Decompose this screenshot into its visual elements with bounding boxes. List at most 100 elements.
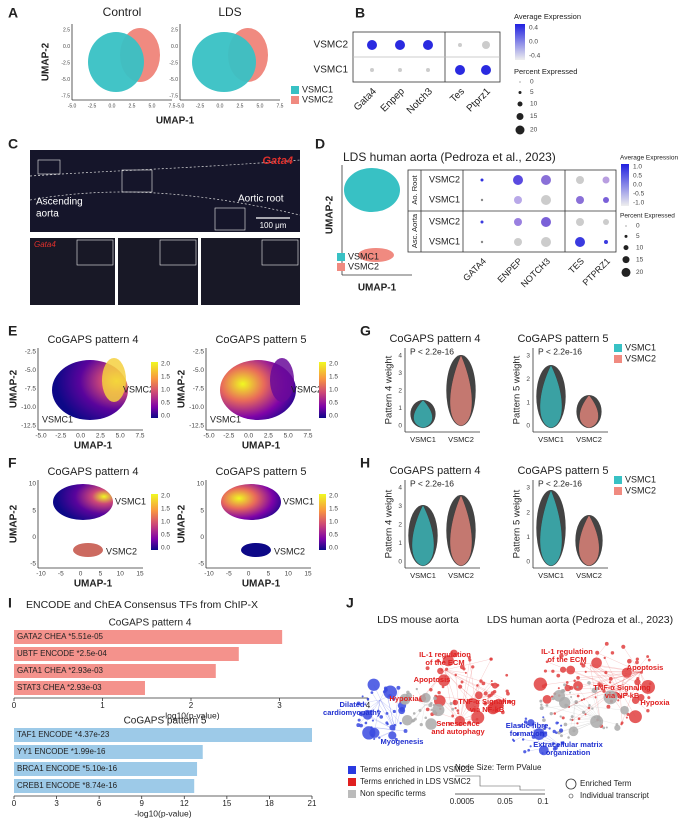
node xyxy=(543,724,547,728)
violin xyxy=(449,494,473,567)
column-label: Notch3 xyxy=(405,86,435,116)
y-tick-label: -2.5 xyxy=(25,349,37,356)
region-label: Aortic root xyxy=(238,194,284,205)
size-scale xyxy=(455,775,545,791)
p-value: P < 2.2e-16 xyxy=(538,478,582,488)
legend-label: VSMC1 xyxy=(625,342,656,352)
node xyxy=(608,676,613,681)
plot-title: CoGAPS pattern 5 xyxy=(215,334,306,346)
x-tick-label: 5.0 xyxy=(284,433,293,440)
edge xyxy=(597,652,641,673)
size-label: 15 xyxy=(530,113,538,120)
edge xyxy=(610,671,641,679)
tissue-boundary xyxy=(29,159,301,216)
edge xyxy=(435,696,476,701)
node xyxy=(636,688,640,691)
colorbar-label: 1.0 xyxy=(329,519,338,526)
inset-box xyxy=(121,169,153,193)
inset-box xyxy=(37,159,61,175)
x-tick-label: 5.0 xyxy=(116,433,125,440)
node xyxy=(450,649,458,658)
node xyxy=(401,696,405,701)
node xyxy=(551,669,555,673)
node xyxy=(487,702,499,715)
node xyxy=(433,696,437,701)
edge xyxy=(573,704,576,731)
y-tick-label: -5.0 xyxy=(25,367,37,374)
node xyxy=(471,665,475,669)
node xyxy=(364,703,367,706)
plot-title: Control xyxy=(103,5,142,19)
colorbar xyxy=(515,24,525,60)
y-tick-label: -7.5 xyxy=(169,93,178,99)
p-value: P < 2.2e-16 xyxy=(410,346,454,356)
x-tick-label: -5.0 xyxy=(68,103,77,109)
node xyxy=(588,704,591,707)
legend-label: Enriched Term xyxy=(580,779,632,788)
cells xyxy=(241,543,271,557)
edge xyxy=(459,666,473,721)
x-tick-label: VSMC2 xyxy=(448,435,474,444)
node xyxy=(525,721,528,725)
row-label: VSMC2 xyxy=(314,40,349,51)
node xyxy=(559,728,564,733)
node xyxy=(419,722,423,727)
row-label: VSMC1 xyxy=(314,65,349,76)
node xyxy=(489,657,493,661)
term-label: Extracellular matrix xyxy=(533,740,603,749)
cells xyxy=(53,484,113,520)
panel-label: F xyxy=(8,455,17,471)
cells xyxy=(102,358,126,402)
violin xyxy=(579,394,599,429)
node xyxy=(454,706,457,710)
x-tick-label: 7.5 xyxy=(303,433,312,440)
edge xyxy=(421,704,426,725)
node xyxy=(610,651,615,655)
legend-key xyxy=(348,790,356,798)
size-label: 0.05 xyxy=(497,797,513,806)
node xyxy=(471,710,485,724)
edge xyxy=(424,669,446,696)
inset-box xyxy=(214,207,246,231)
x-tick-label: 3 xyxy=(54,799,59,808)
size-label: 0 xyxy=(636,223,640,230)
legend-title: Average Expression xyxy=(514,12,581,21)
node xyxy=(625,692,629,696)
dot xyxy=(576,218,584,226)
y-tick-label: -10.0 xyxy=(189,404,204,411)
edge xyxy=(589,664,638,683)
axis-title: UMAP-2 xyxy=(9,504,20,543)
cluster xyxy=(344,168,400,212)
node xyxy=(570,695,573,699)
size-key xyxy=(515,125,525,135)
term-label: of the ECM xyxy=(425,658,464,667)
node xyxy=(519,724,522,728)
colorbar-label: -1.0 xyxy=(633,200,645,207)
region-label: Ascending xyxy=(36,197,83,208)
node xyxy=(490,691,495,696)
edge xyxy=(444,669,502,707)
y-tick-label: 0 xyxy=(32,534,36,541)
node xyxy=(549,712,553,716)
node xyxy=(621,667,632,678)
node xyxy=(539,706,544,711)
inset xyxy=(76,239,114,266)
edge xyxy=(438,660,446,671)
edge xyxy=(459,660,470,721)
edge xyxy=(444,669,466,674)
size-label: 0 xyxy=(530,79,534,86)
edge xyxy=(541,704,601,721)
colorbar xyxy=(319,494,326,550)
node xyxy=(362,709,373,720)
edge xyxy=(589,664,648,711)
node xyxy=(453,702,456,705)
x-tick-label: -5.0 xyxy=(203,433,215,440)
bar xyxy=(14,647,239,661)
shape-key xyxy=(565,778,577,790)
node xyxy=(604,641,609,646)
colorbar-label: 0.5 xyxy=(329,532,338,539)
edge xyxy=(604,657,621,691)
node xyxy=(560,724,563,727)
node xyxy=(594,686,599,691)
gene-label: Gata4 xyxy=(34,240,56,249)
